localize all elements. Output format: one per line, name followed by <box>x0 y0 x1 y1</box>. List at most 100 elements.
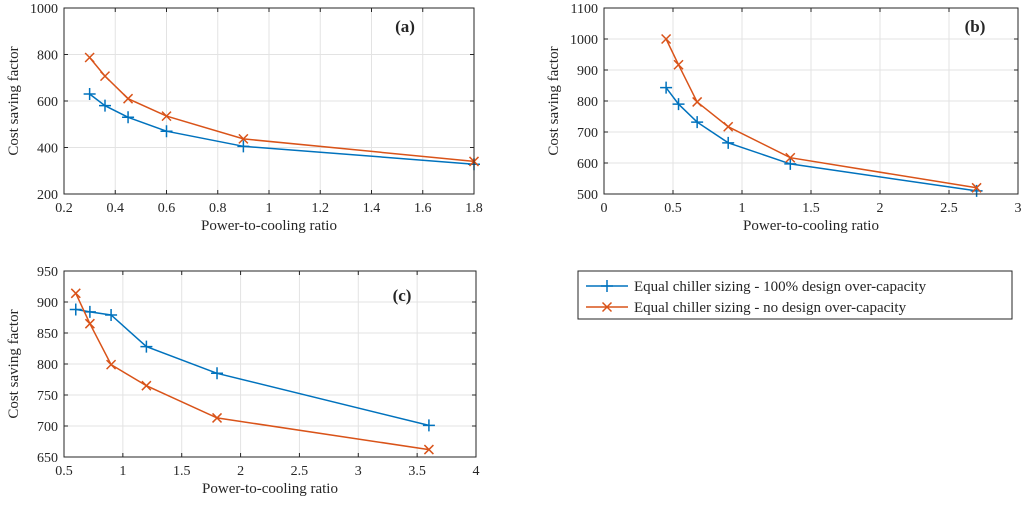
chart-panel: 0.2 0.4 0.6 0.8 1 1.2 1.4 1.6 1.8 200 400 600 800 100… <box>6 2 483 234</box>
data-point <box>423 444 434 455</box>
x-tick-label: 3 <box>1015 201 1022 216</box>
y-tick-label: 650 <box>37 451 58 466</box>
data-point <box>160 125 173 138</box>
y-tick-label: 500 <box>577 188 598 203</box>
x-tick-label: 1 <box>739 201 746 216</box>
data-point <box>785 152 796 163</box>
data-point <box>692 96 703 107</box>
data-point <box>105 309 118 322</box>
y-axis-label: Cost saving factor <box>6 309 22 418</box>
legend-marker <box>601 280 613 292</box>
x-tick-label: 2 <box>877 201 884 216</box>
chart-panel: 0 0.5 1 1.5 2 2.5 3 500 600 700 800 900 1000 1100 Powe… <box>546 2 1022 234</box>
panel-label: (b) <box>965 17 986 36</box>
series-line <box>665 87 977 192</box>
chart-panels: 0.2 0.4 0.6 0.8 1 1.2 1.4 1.6 1.8200400600800100… <box>6 2 1022 497</box>
data-point <box>84 318 95 329</box>
legend-entry: Equal chiller sizing - no design over-ca… <box>586 300 907 316</box>
legend-box <box>577 270 1013 320</box>
x-tick-label: 0.6 <box>158 201 176 216</box>
y-tick-label: 850 <box>37 327 58 342</box>
data-point <box>122 111 135 124</box>
data-point <box>722 136 735 149</box>
y-tick-label: 1100 <box>571 2 598 17</box>
series-line <box>665 38 977 189</box>
data-point <box>161 111 172 122</box>
x-tick-label: 3 <box>355 464 362 479</box>
data-point <box>211 412 223 423</box>
x-tick-label: 1.4 <box>363 201 381 216</box>
data-point <box>211 367 224 380</box>
x-tick-label: 3.5 <box>408 464 426 479</box>
legend-marker <box>601 301 613 313</box>
y-tick-label: 950 <box>37 265 58 280</box>
y-tick-label: 200 <box>37 188 58 203</box>
panel-label: (a) <box>395 17 415 36</box>
y-tick-label: 800 <box>37 358 58 373</box>
data-point <box>238 133 249 144</box>
y-tick-label: 800 <box>37 49 58 64</box>
data-point <box>723 121 734 132</box>
y-tick-label: 750 <box>37 389 58 404</box>
y-tick-label: 600 <box>37 95 58 110</box>
y-tick-label: 1000 <box>570 33 598 48</box>
legend-label: Equal chiller sizing - no design over-ca… <box>634 300 907 316</box>
x-tick-label: 0.4 <box>107 201 125 216</box>
x-tick-label: 1.6 <box>414 201 432 216</box>
x-tick-label: 1 <box>266 201 273 216</box>
data-point <box>660 81 673 94</box>
panel-label: (c) <box>393 286 412 305</box>
x-axis-label: Power-to-cooling ratio <box>202 481 338 497</box>
x-tick-label: 4 <box>473 464 480 479</box>
x-tick-label: 0 <box>601 201 608 216</box>
x-tick-label: 1.5 <box>173 464 191 479</box>
data-point <box>784 157 797 170</box>
x-tick-label: 1.2 <box>312 201 330 216</box>
y-tick-label: 600 <box>577 157 598 172</box>
data-point <box>123 93 134 104</box>
x-tick-label: 2 <box>237 464 244 479</box>
series-line <box>75 292 430 451</box>
x-tick-label: 1.8 <box>465 201 483 216</box>
data-point <box>84 52 95 63</box>
data-point <box>691 116 704 129</box>
y-tick-label: 400 <box>37 142 58 157</box>
data-point <box>83 305 96 318</box>
x-tick-label: 0.8 <box>209 201 227 216</box>
y-tick-label: 900 <box>37 296 58 311</box>
data-point <box>661 33 672 45</box>
data-point <box>70 288 81 299</box>
data-point <box>971 182 982 193</box>
data-point <box>672 98 685 111</box>
y-tick-label: 700 <box>577 126 598 141</box>
x-tick-label: 0.2 <box>55 201 73 216</box>
x-tick-label: 2.5 <box>291 464 309 479</box>
legend-entry: Equal chiller sizing - 100% design over-… <box>586 279 927 295</box>
data-point <box>140 340 153 353</box>
data-point <box>673 59 684 70</box>
x-axis-label: Power-to-cooling ratio <box>743 218 879 234</box>
data-point <box>141 380 152 391</box>
y-tick-label: 900 <box>577 64 598 79</box>
x-tick-label: 1 <box>119 464 126 479</box>
y-tick-label: 800 <box>577 95 598 110</box>
legend-label: Equal chiller sizing - 100% design over-… <box>634 279 927 295</box>
data-point <box>422 419 435 432</box>
x-tick-label: 0.5 <box>55 464 73 479</box>
legend: Equal chiller sizing - 100% design over-… <box>577 270 1013 320</box>
data-point <box>237 140 250 153</box>
x-axis-label: Power-to-cooling ratio <box>201 218 337 234</box>
data-point <box>83 88 96 101</box>
series-line <box>89 93 475 165</box>
data-point <box>106 359 117 370</box>
x-tick-label: 2.5 <box>940 201 958 216</box>
chart-panel: 0.5 1 1.5 2 2.5 3 3.5 4 650 700 750 800 850 900 950 Pow… <box>6 265 480 497</box>
y-tick-label: 1000 <box>30 2 58 17</box>
x-tick-label: 0.5 <box>664 201 682 216</box>
y-tick-label: 700 <box>37 420 58 435</box>
data-point <box>99 99 111 112</box>
x-tick-label: 1.5 <box>802 201 820 216</box>
y-axis-label: Cost saving factor <box>546 46 562 155</box>
data-point <box>69 303 82 316</box>
